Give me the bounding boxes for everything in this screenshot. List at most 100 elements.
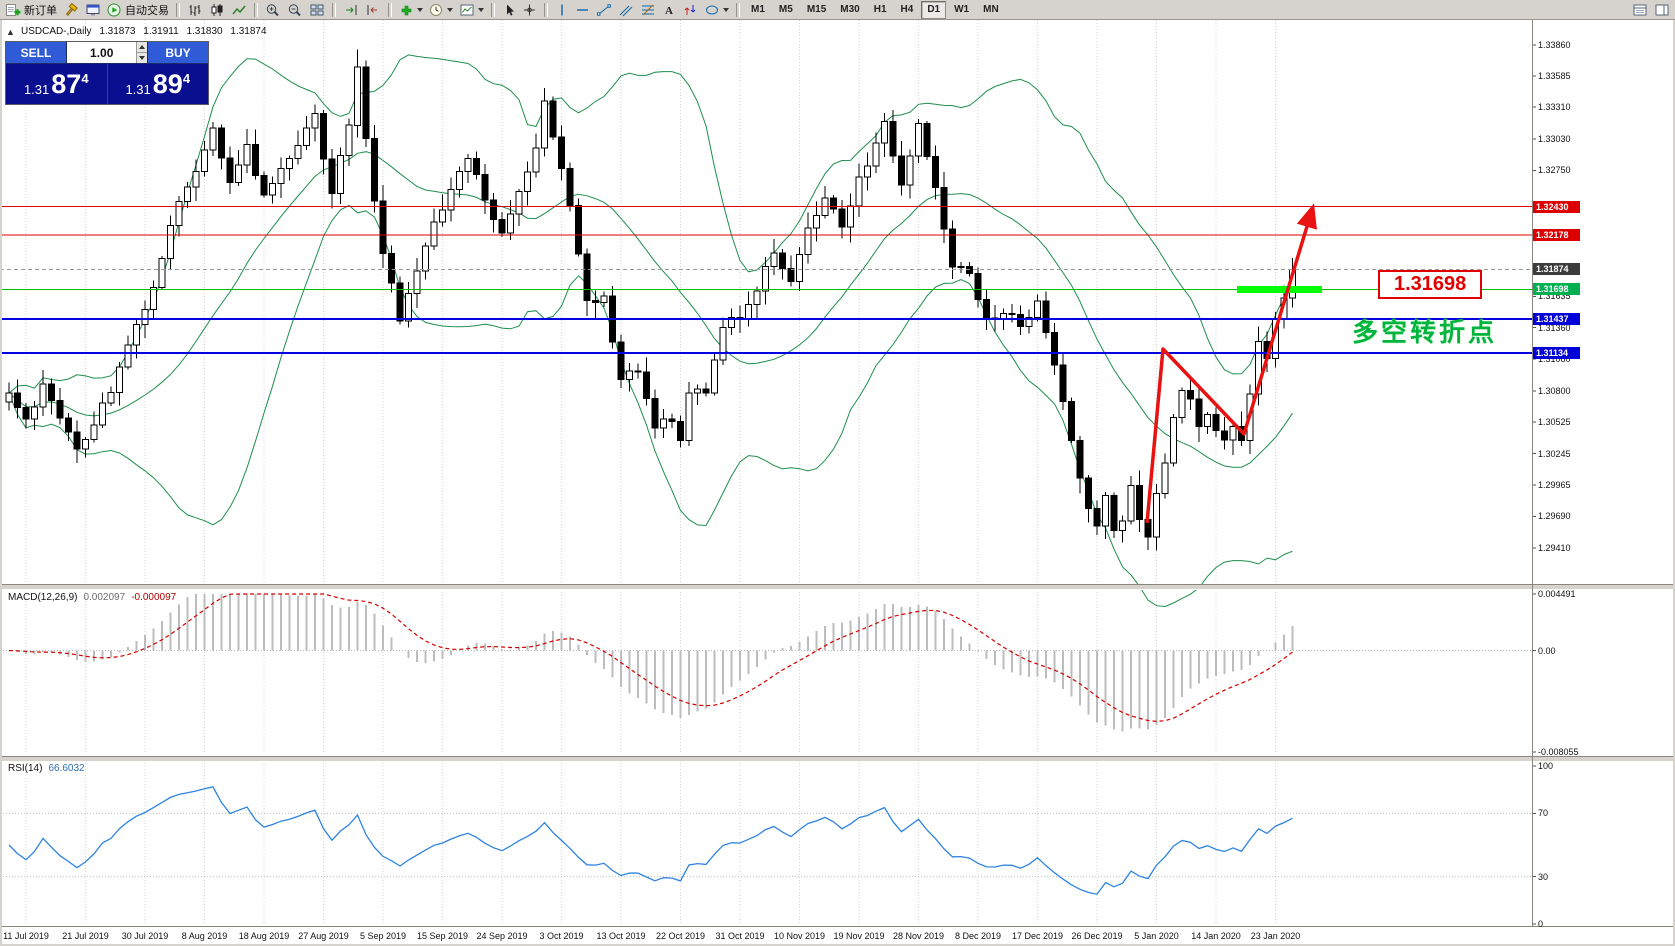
chart-shift-button[interactable] — [362, 1, 384, 19]
time-axis-label: 22 Oct 2019 — [655, 931, 706, 941]
sell-button[interactable]: SELL — [6, 42, 67, 63]
sell-price-sup: 4 — [81, 70, 89, 86]
window-frame-left — [0, 20, 2, 946]
autotrade-icon — [107, 3, 122, 17]
arrows-button[interactable] — [679, 1, 701, 19]
timeframe-button-h1[interactable]: H1 — [873, 4, 887, 15]
cursor-icon — [502, 3, 516, 17]
toolbar-right-group — [1629, 1, 1673, 19]
timeframe-button-d1[interactable]: D1 — [921, 0, 947, 19]
volume-decrease-button[interactable] — [137, 52, 147, 63]
timeframe-button-w1[interactable]: W1 — [954, 4, 970, 15]
toolbar-separator — [332, 2, 336, 17]
turning-point-note: 多空转折点 — [1352, 317, 1498, 347]
dropdown-caret-icon — [447, 7, 453, 12]
time-axis-label: 15 Sep 2019 — [416, 931, 469, 941]
channel-button[interactable] — [615, 1, 637, 19]
charts-list-button[interactable] — [1629, 1, 1651, 19]
time-axis[interactable] — [2, 926, 1532, 944]
volume-increase-button[interactable] — [137, 42, 147, 52]
linechart-icon — [231, 3, 247, 17]
tile-windows-button[interactable] — [306, 1, 328, 19]
vline-icon — [555, 3, 569, 17]
timeframe-button-m1[interactable]: M1 — [751, 4, 765, 15]
panels-icon — [1654, 3, 1670, 17]
macd-axis-label: 0.004491 — [1538, 589, 1576, 599]
oneclick-collapse-button[interactable]: ▲ — [6, 27, 15, 37]
timeframe-button-mn[interactable]: MN — [983, 4, 999, 15]
window-frame-right — [1673, 20, 1675, 946]
rsi-line — [8, 786, 1293, 895]
indicators-button[interactable] — [396, 1, 426, 19]
chart-canvas[interactable] — [2, 20, 1532, 584]
shapes-button[interactable] — [701, 1, 732, 19]
time-axis-label: 11 Jul 2019 — [3, 931, 49, 941]
window-frame-bottom — [0, 944, 1675, 946]
fibo-icon — [640, 3, 656, 17]
time-axis-label: 24 Sep 2019 — [476, 931, 528, 941]
buy-price[interactable]: 1.31 89 4 — [106, 64, 209, 104]
autoscroll-icon — [343, 3, 359, 17]
hline-icon — [575, 3, 590, 17]
rsi-axis-label: 100 — [1538, 761, 1554, 771]
price-tag: 1.31874 — [1533, 263, 1580, 276]
price-tag: 1.31698 — [1533, 283, 1580, 296]
crosshair-icon — [522, 3, 537, 17]
time-axis-label: 5 Sep 2019 — [359, 931, 407, 941]
periods-button[interactable] — [426, 1, 456, 19]
timeframe-button-m5[interactable]: M5 — [778, 4, 793, 15]
zoom-out-button[interactable] — [284, 1, 306, 19]
panel-splitter-rsi[interactable] — [2, 756, 1673, 762]
time-axis-label: 13 Oct 2019 — [596, 931, 646, 941]
toolbar-separator — [254, 2, 258, 17]
down-arrow-icon — [139, 56, 146, 60]
terminal-button[interactable] — [82, 1, 104, 19]
vertical-line-button[interactable] — [552, 1, 572, 19]
buy-price-sup: 4 — [182, 70, 191, 86]
horizontal-line-button[interactable] — [572, 1, 593, 19]
trendline-button[interactable] — [593, 1, 615, 19]
up-arrow-icon — [139, 45, 146, 49]
metaeditor-button[interactable] — [60, 1, 82, 19]
macd-header: MACD(12,26,9) 0.002097 -0.000097 — [8, 592, 182, 603]
macd-signal-value: -0.000097 — [131, 592, 177, 603]
fibonacci-button[interactable] — [637, 1, 659, 19]
templates-button[interactable] — [456, 1, 487, 19]
sell-price-prefix: 1.31 — [23, 81, 50, 97]
rsi-axis-label: 70 — [1538, 808, 1549, 819]
auto-scroll-button[interactable] — [340, 1, 362, 19]
text-button[interactable]: A — [659, 1, 679, 19]
bars-chart-button[interactable] — [184, 1, 206, 19]
time-axis-label: 26 Dec 2019 — [1071, 931, 1123, 941]
buy-button[interactable]: BUY — [147, 42, 208, 63]
timeframe-button-m30[interactable]: M30 — [840, 4, 860, 15]
time-axis-label: 30 Jul 2019 — [121, 931, 169, 941]
crosshair-button[interactable] — [519, 1, 540, 19]
window-layout-button[interactable] — [1651, 1, 1673, 19]
toolbar-separator — [544, 2, 548, 17]
price-axis[interactable] — [1532, 20, 1673, 926]
terminal-icon — [85, 3, 101, 17]
tile-icon — [309, 3, 325, 17]
time-axis-label: 10 Nov 2019 — [773, 931, 826, 941]
price-axis-label: 1.33030 — [1538, 133, 1571, 144]
autotrading-button[interactable]: 自动交易 — [104, 1, 172, 19]
toolbar-separator — [388, 2, 392, 17]
line-chart-button[interactable] — [228, 1, 250, 19]
sell-price[interactable]: 1.31 87 4 — [6, 64, 107, 104]
trend-arrow — [1145, 203, 1317, 524]
sell-price-big: 87 — [51, 68, 82, 99]
candles-chart-button[interactable] — [206, 1, 228, 19]
price-axis-label: 1.31360 — [1538, 322, 1571, 333]
price-tag: 1.32430 — [1533, 200, 1580, 213]
time-axis-label: 8 Dec 2019 — [954, 931, 1002, 941]
new-order-button[interactable]: 新订单 — [2, 1, 60, 19]
timeframe-button-m15[interactable]: M15 — [806, 4, 827, 15]
volume-input[interactable] — [67, 42, 137, 63]
timeframe-button-h4[interactable]: H4 — [900, 4, 914, 15]
zoom-in-button[interactable] — [262, 1, 284, 19]
panel-splitter-macd[interactable] — [2, 584, 1673, 590]
macd-axis-label: 0.00 — [1538, 645, 1556, 656]
cursor-button[interactable] — [499, 1, 519, 19]
rsi-axis-label: 0 — [1538, 919, 1544, 929]
